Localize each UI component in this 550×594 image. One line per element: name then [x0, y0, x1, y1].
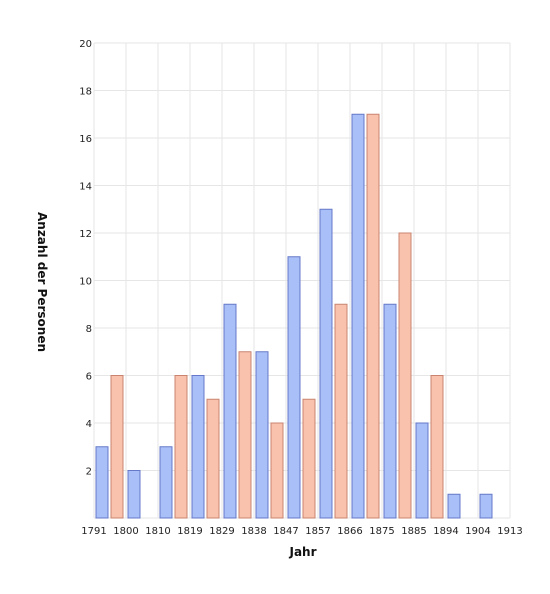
bar-series2-1829 [238, 351, 252, 519]
bar-series2-1791 [110, 375, 124, 519]
x-tick-label: 1810 [145, 526, 170, 537]
bar-series2-1857 [334, 303, 348, 519]
bar-series2-1847 [302, 398, 316, 519]
x-axis-title: Jahr [288, 545, 316, 559]
y-tick-label: 8 [86, 324, 92, 335]
bar-series1-1866 [351, 113, 365, 519]
bar-series2-1810 [174, 375, 188, 519]
x-tick-label: 1866 [337, 526, 362, 537]
bar-series1-1810 [159, 446, 173, 519]
bar-series1-1885 [415, 422, 429, 519]
bar-series1-1847 [287, 256, 301, 519]
x-tick-label: 1847 [273, 526, 298, 537]
bar-series1-1819 [191, 375, 205, 519]
y-tick-label: 12 [79, 229, 92, 240]
bar-series1-1791 [95, 446, 109, 519]
x-tick-label: 1875 [369, 526, 394, 537]
gridlines [93, 42, 511, 519]
x-tick-label: 1894 [433, 526, 458, 537]
x-tick-label: 1857 [305, 526, 330, 537]
bar-series1-1857 [319, 208, 333, 519]
bar-series2-1885 [430, 375, 444, 519]
bar-series1-1838 [255, 351, 269, 519]
x-tick-label: 1913 [497, 526, 522, 537]
bar-series1-1894 [447, 493, 461, 519]
y-tick-label: 18 [79, 87, 92, 98]
bar-series1-1875 [383, 303, 397, 519]
x-tick-label: 1904 [465, 526, 490, 537]
y-tick-label: 14 [79, 182, 92, 193]
x-tick-label: 1791 [81, 526, 106, 537]
y-tick-label: 4 [86, 419, 92, 430]
bars [95, 113, 493, 519]
y-axis-ticks: 2 4 6 8 10 12 14 16 18 20 [79, 39, 92, 478]
y-tick-label: 2 [86, 467, 92, 478]
bar-series1-1904 [479, 493, 493, 519]
x-axis-ticks: 1791 1800 1810 1819 1829 1838 1847 1857 1866 1875… [81, 526, 522, 537]
x-tick-label: 1800 [113, 526, 138, 537]
x-tick-label: 1838 [241, 526, 266, 537]
x-tick-label: 1819 [177, 526, 202, 537]
x-tick-label: 1829 [209, 526, 234, 537]
bar-series2-1875 [398, 232, 412, 519]
bar-series2-1866 [366, 113, 380, 519]
bar-series1-1829 [223, 303, 237, 519]
bar-series1-1800 [127, 470, 141, 519]
bar-series2-1819 [206, 398, 220, 519]
y-axis-title: Anzahl der Personen [35, 212, 49, 352]
bar-series2-1838 [270, 422, 284, 519]
y-tick-label: 16 [79, 134, 92, 145]
y-tick-label: 6 [86, 372, 92, 383]
x-tick-label: 1885 [401, 526, 426, 537]
y-tick-label: 20 [79, 39, 92, 50]
y-tick-label: 10 [79, 277, 92, 288]
